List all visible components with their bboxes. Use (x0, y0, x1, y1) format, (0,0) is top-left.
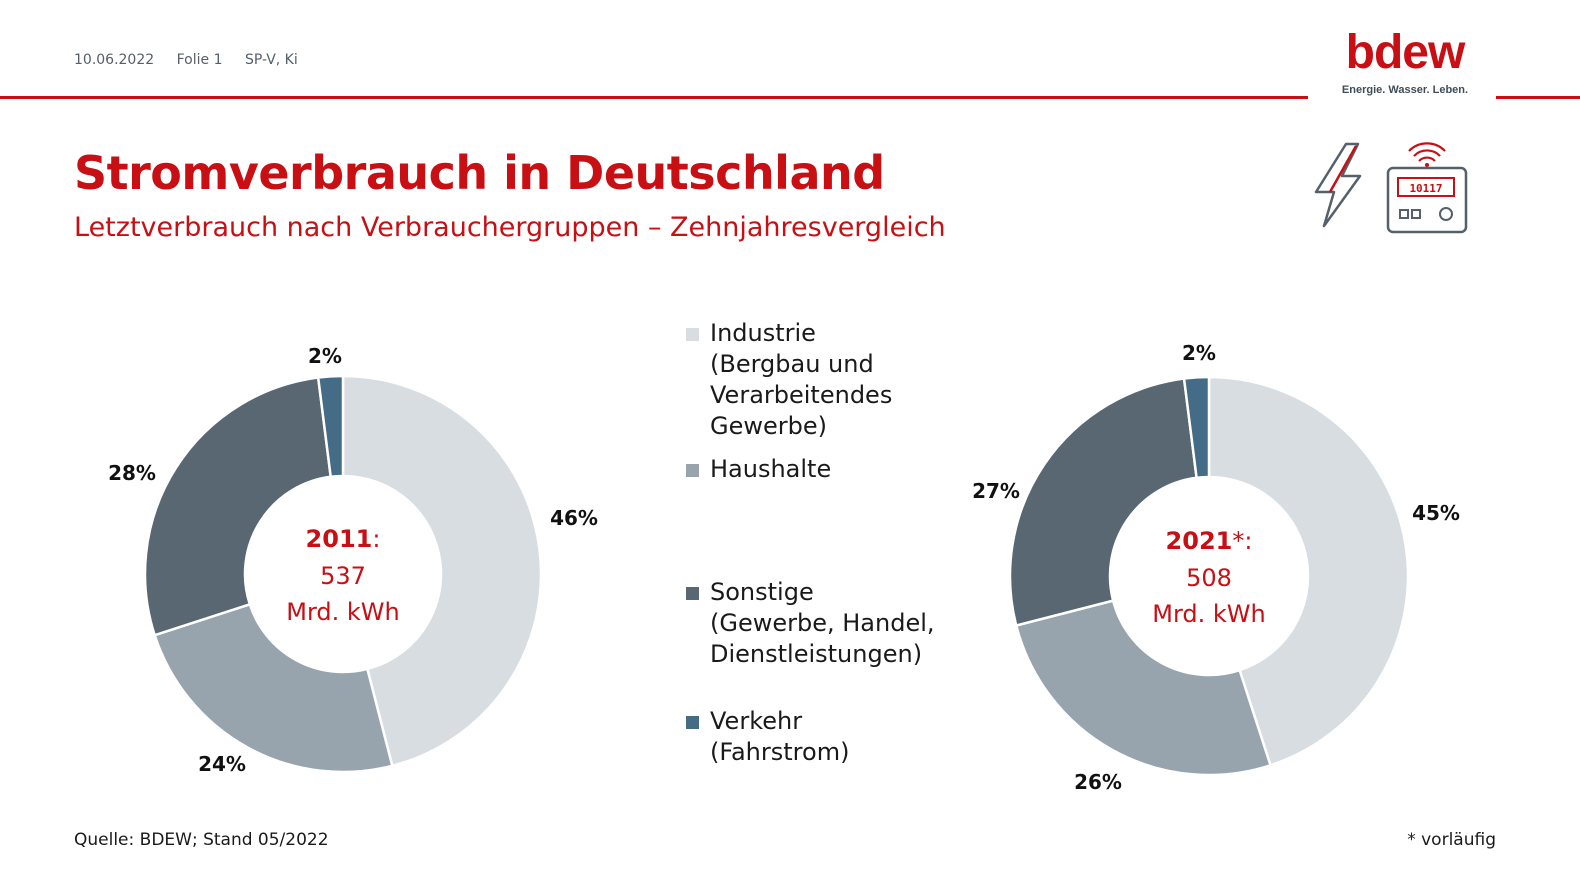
center-value: 508 (1186, 564, 1232, 592)
data-label: 2% (1182, 341, 1216, 365)
center-unit: Mrd. kWh (286, 598, 399, 626)
center-value: 537 (320, 562, 366, 590)
data-label: 27% (972, 479, 1020, 503)
center-year: 2011: (306, 525, 381, 553)
legend-label: Sonstige (Gewerbe, Handel, Dienstleistun… (710, 578, 935, 668)
center-year-suffix: : (372, 525, 380, 553)
center-year-suffix: *: (1232, 527, 1252, 555)
donut-slice (1182, 375, 1211, 480)
center-year-value: 2011 (306, 525, 373, 553)
slide-meta: 10.06.2022 Folie 1 SP-V, Ki (74, 52, 316, 68)
data-label: 2% (308, 344, 342, 368)
legend-swatch (686, 464, 699, 477)
donut-slice (1207, 375, 1410, 767)
donut-slice (1008, 377, 1198, 628)
meter-display: 10117 (1409, 182, 1442, 195)
donut-slice (1014, 599, 1273, 777)
bdew-logo: bdew Energie. Wasser. Leben. (1330, 26, 1480, 97)
donut-slice (341, 374, 543, 768)
center-year: 2021*: (1166, 527, 1253, 555)
legend-label: Verkehr (Fahrstrom) (710, 707, 850, 766)
slide-number: Folie 1 (176, 52, 223, 68)
slide-date: 10.06.2022 (74, 52, 155, 68)
center-year-value: 2021 (1166, 527, 1233, 555)
center-unit: Mrd. kWh (1152, 600, 1265, 628)
donut-slice (143, 376, 333, 637)
data-label: 24% (198, 752, 246, 776)
logo-tagline: Energie. Wasser. Leben. (1341, 84, 1469, 96)
data-label: 26% (1074, 770, 1122, 794)
data-label: 45% (1412, 501, 1460, 525)
legend-swatch (686, 328, 699, 341)
slide-author: SP-V, Ki (244, 52, 298, 68)
donut-slice (316, 374, 345, 479)
logo-wordmark: bdew (1345, 26, 1466, 79)
footnote: * vorläufig (1407, 830, 1496, 850)
header-rule-right (1496, 96, 1580, 99)
legend-label: Haushalte (710, 455, 832, 483)
legend-swatch (686, 587, 699, 600)
data-label: 46% (550, 506, 598, 530)
legend-label: Industrie (Bergbau und Verarbeitendes Ge… (710, 319, 893, 440)
page-title: Stromverbrauch in Deutschland (74, 146, 885, 200)
header-rule-left (0, 96, 1308, 99)
data-label: 28% (108, 461, 156, 485)
legend-swatch (686, 716, 699, 729)
electricity-meter-icon: 10117 (1386, 142, 1468, 234)
header-icons: 10117 (1314, 142, 1468, 234)
lightning-icon (1314, 142, 1362, 228)
donut-slice (153, 602, 394, 774)
source-note: Quelle: BDEW; Stand 05/2022 (74, 830, 329, 850)
page-subtitle: Letztverbrauch nach Verbrauchergruppen –… (74, 212, 946, 243)
